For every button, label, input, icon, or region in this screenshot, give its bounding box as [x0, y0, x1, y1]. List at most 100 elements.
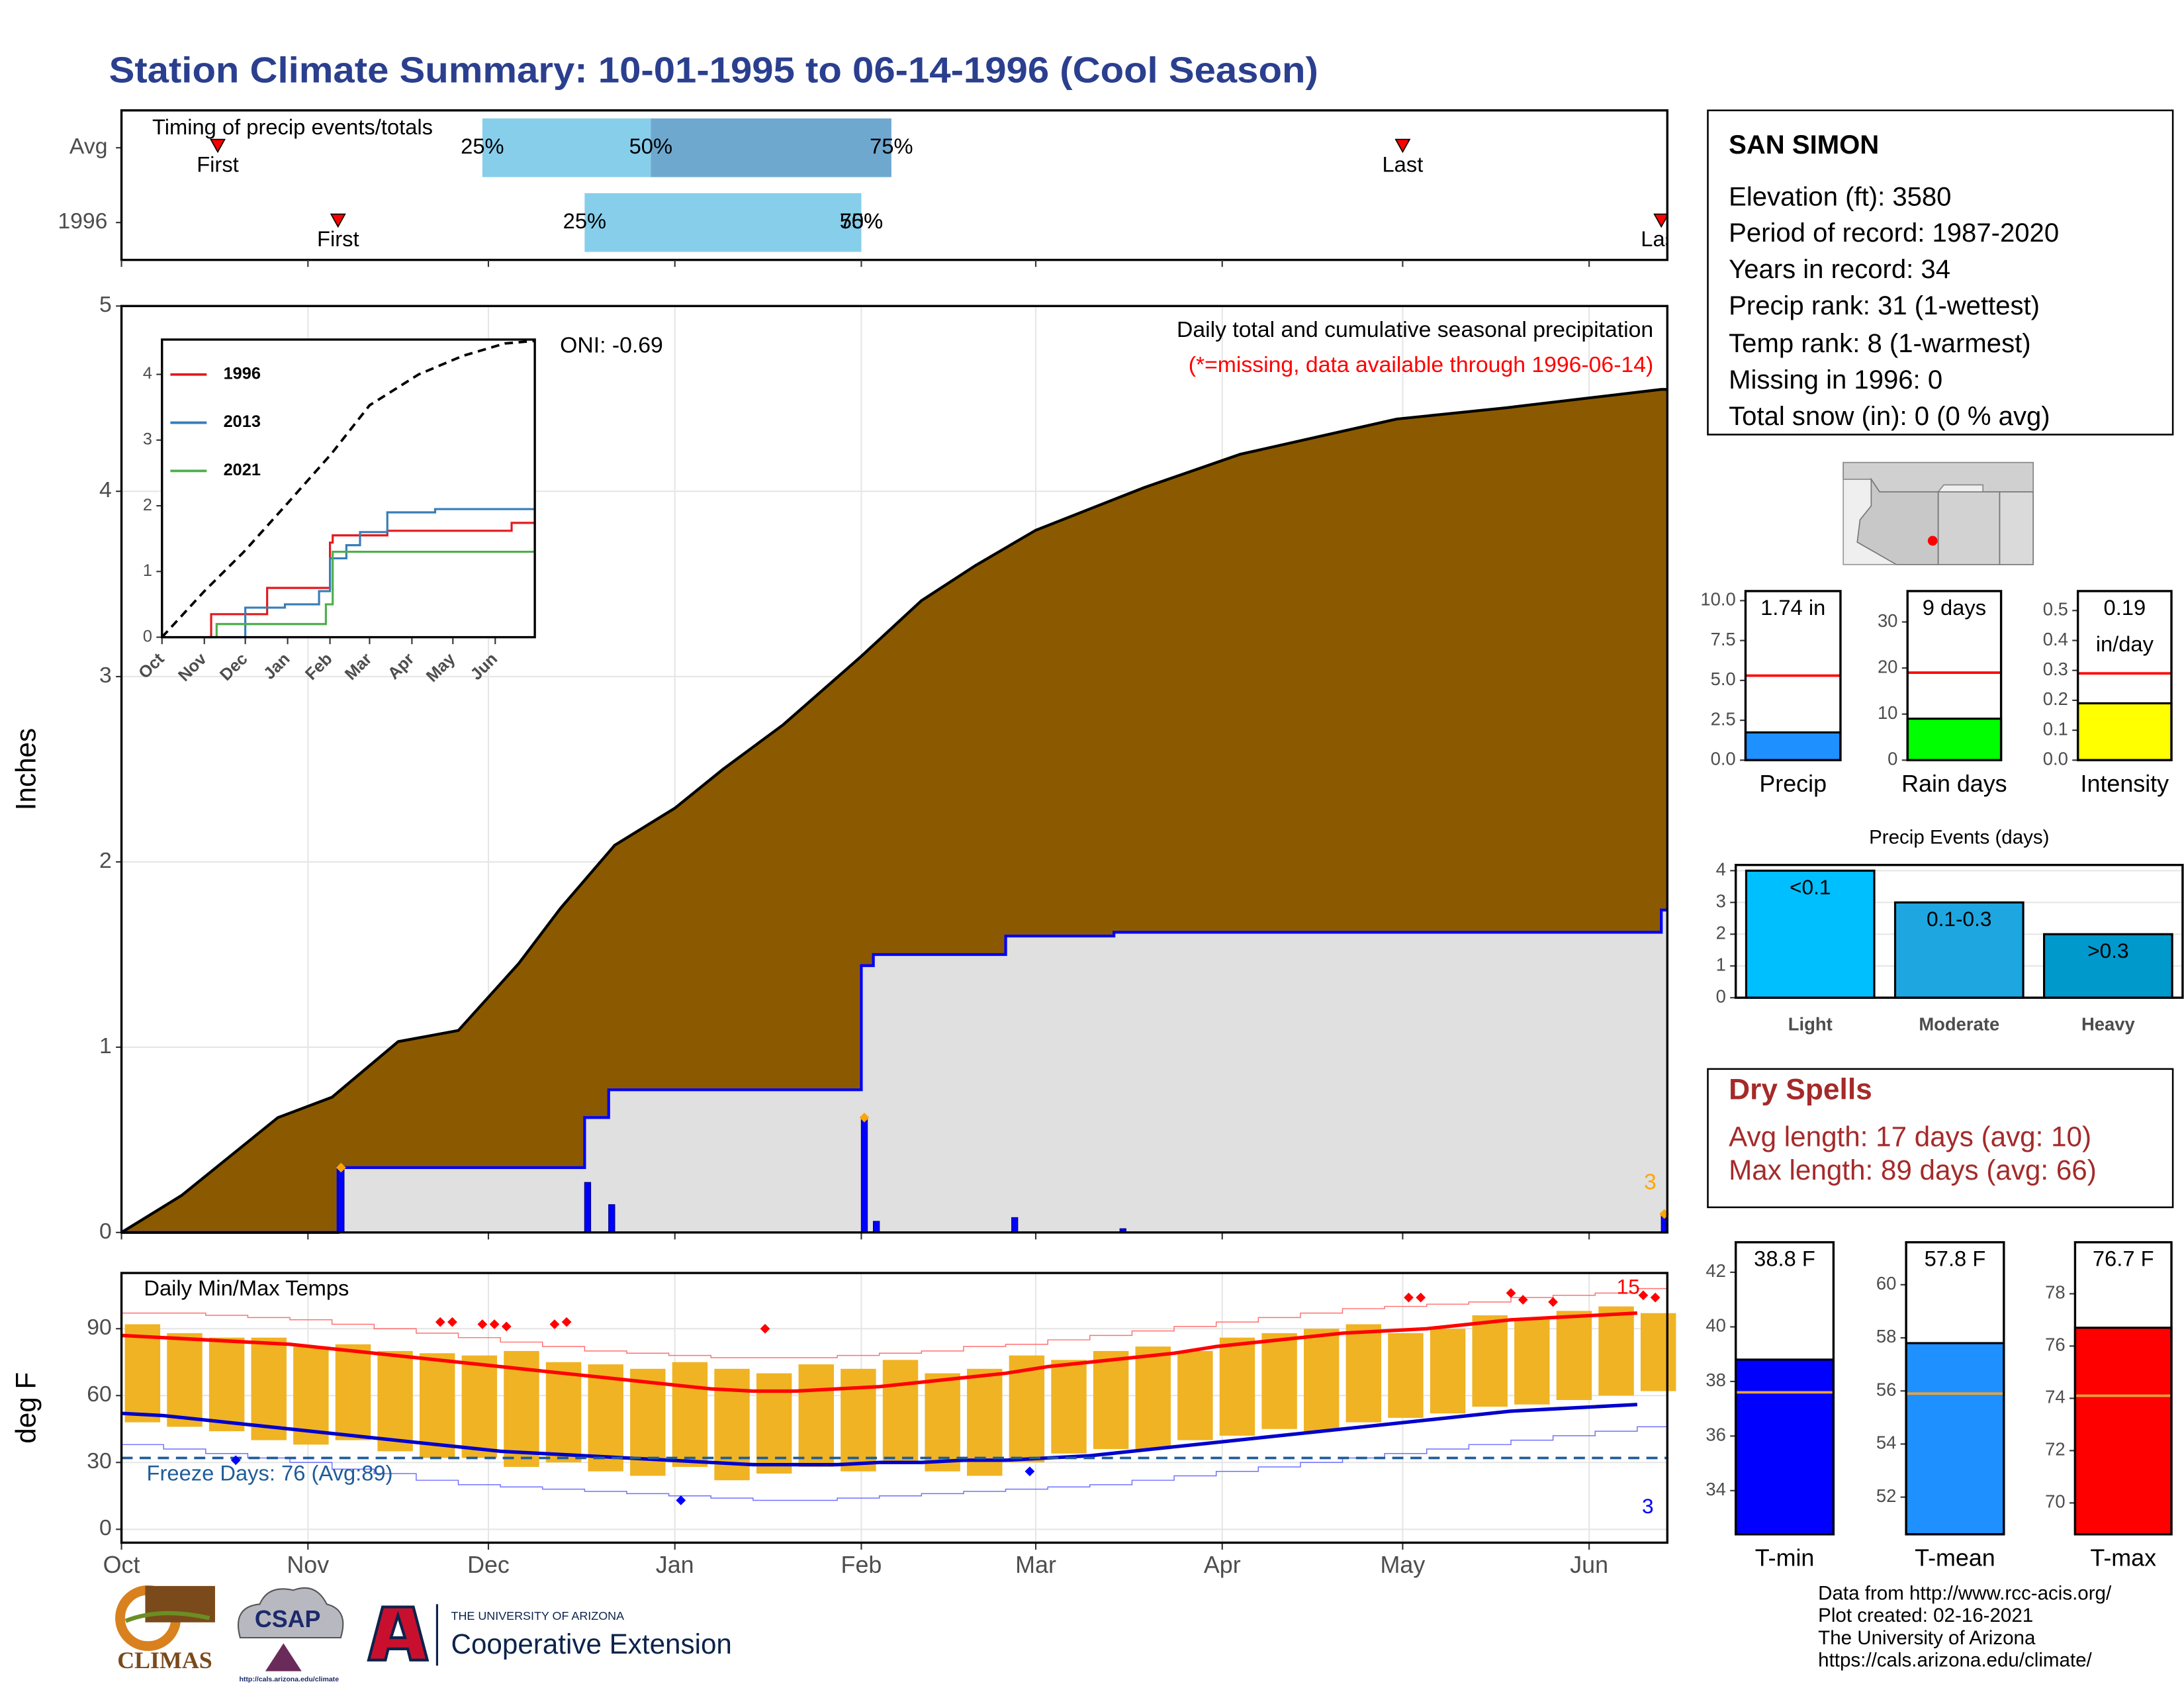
value-label: 9 days	[1923, 595, 1986, 620]
logo-a	[367, 1605, 430, 1662]
y-tick-label: 5	[99, 292, 112, 317]
series-line	[161, 550, 535, 639]
temp-line	[121, 1403, 1637, 1467]
timing-panel: Timing of precip events/totals First Last 2…	[152, 115, 1668, 252]
bar-label: <0.1	[1790, 875, 1831, 899]
category-label: T-mean	[1915, 1544, 1995, 1571]
plot-frame	[1905, 1241, 2005, 1536]
y-axis-label: Inches	[10, 728, 41, 810]
y-tick-label: 0.4	[2043, 629, 2068, 649]
daily-bar	[584, 1182, 592, 1233]
x-tick-label: Heavy	[2081, 1014, 2136, 1035]
daily-bar	[608, 1204, 615, 1233]
station-line: Precip rank: 31 (1-wettest)	[1729, 291, 2040, 320]
station-line: Period of record: 1987-2020	[1729, 218, 2059, 248]
event-marker	[209, 138, 226, 154]
logo-cloud	[237, 1587, 344, 1639]
y-tick-label: 2	[99, 848, 112, 873]
cumulative-line	[121, 908, 1668, 1234]
y-tick-label: 76	[2045, 1335, 2066, 1355]
y-tick-label: 0	[99, 1219, 112, 1244]
dry-spells-line: Avg length: 17 days (avg: 10)	[1729, 1121, 2091, 1152]
y-tick-label: 2	[143, 496, 152, 514]
y-tick-label: 0	[99, 1515, 112, 1540]
y-tick-label: 54	[1876, 1432, 1897, 1453]
temp-range-bar	[1177, 1350, 1213, 1440]
y-tick-label: 10	[1878, 702, 1898, 723]
timing-title: Timing of precip events/totals	[152, 115, 433, 139]
footer-line: Plot created: 02-16-2021	[1818, 1605, 2033, 1626]
quartile-label: 50%	[840, 209, 883, 233]
daily-bar	[872, 1221, 880, 1233]
temp-range-bar	[1304, 1329, 1340, 1432]
legend-label: 2021	[224, 461, 261, 479]
ua-logo: THE UNIVERSITY OF ARIZONA Cooperative Ex…	[367, 1604, 732, 1666]
value-label: in/day	[2096, 632, 2154, 656]
y-tick-label: 78	[2045, 1282, 2066, 1303]
record-count: 15	[1617, 1275, 1640, 1299]
event-label: Last	[1383, 152, 1424, 176]
annotation: ONI: -0.69	[560, 332, 663, 357]
y-tick-label: 42	[1706, 1260, 1726, 1281]
event-marker	[1394, 138, 1411, 154]
station-line: Elevation (ft): 3580	[1729, 182, 1951, 211]
event-marker	[330, 213, 346, 228]
climas-logo: CLIMAS	[115, 1585, 215, 1673]
y-tick-label: 0	[1716, 986, 1726, 1006]
temp-range-bar	[841, 1368, 876, 1472]
y-tick-label: 1	[1716, 954, 1726, 974]
footer-line: https://cals.arizona.edu/climate/	[1818, 1650, 2092, 1671]
value-label: 57.8 F	[1925, 1246, 1986, 1271]
plot-frame	[1735, 1241, 1835, 1536]
y-tick-label: 7.5	[1711, 629, 1736, 649]
map-region	[1856, 477, 1939, 565]
map-region	[1937, 491, 2001, 565]
dry-spells-title: Dry Spells	[1729, 1073, 1872, 1105]
temp-range-bar	[672, 1362, 708, 1467]
temp-range-bar	[1430, 1329, 1466, 1414]
plot-frame	[161, 338, 536, 639]
bar	[2073, 1327, 2173, 1536]
y-tick-label: 1	[143, 561, 152, 580]
bar-label: >0.3	[2087, 939, 2128, 962]
footer-line: The University of Arizona	[1818, 1627, 2036, 1649]
quartile-label: 25%	[461, 134, 504, 158]
y-tick-label: 0.5	[2043, 599, 2068, 620]
y-tick-label: 0.0	[2043, 749, 2068, 769]
temp-range-bar	[377, 1350, 413, 1452]
x-tick-label: Light	[1788, 1014, 1833, 1035]
temp-range-bar	[1051, 1360, 1087, 1454]
logo-mountain	[265, 1643, 302, 1671]
temp-range-bar	[1598, 1306, 1634, 1396]
station-dot	[1927, 536, 1938, 546]
quartile-label: 25%	[563, 209, 606, 233]
x-tick-label: Feb	[841, 1552, 882, 1578]
quartile-bar	[482, 118, 651, 177]
x-tick-label: Oct	[103, 1552, 140, 1578]
series-line	[161, 508, 535, 639]
temp-line	[121, 1426, 1668, 1501]
dry-spells-line: Max length: 89 days (avg: 66)	[1729, 1154, 2097, 1186]
y-tick-label: 3	[99, 663, 112, 688]
y-tick-label: 4	[1716, 859, 1726, 880]
csap-logo: CSAP http://cals.arizona.edu/climate	[237, 1587, 344, 1683]
station-line: Missing in 1996: 0	[1729, 365, 1942, 395]
y-axis-label: deg F	[10, 1372, 41, 1444]
value-label: 0.19	[2104, 595, 2146, 620]
record-marker	[760, 1323, 770, 1334]
station-line: Total snow (in): 0 (0 % avg)	[1729, 402, 2050, 431]
logo-text: THE UNIVERSITY OF ARIZONA	[451, 1609, 625, 1622]
chart-subtitle: (*=missing, data available through 1996-…	[1189, 352, 1653, 377]
inset-background	[161, 339, 535, 637]
temp-range-bar	[1261, 1333, 1297, 1429]
station-name: SAN SIMON	[1729, 130, 1879, 160]
y-tick-label: 0.2	[2043, 688, 2068, 709]
y-tick-label: 72	[2045, 1439, 2066, 1460]
x-tick-label: Jan	[656, 1552, 694, 1578]
cumulative-area	[121, 910, 1668, 1233]
record-marker	[1404, 1292, 1414, 1303]
y-tick-label: 0	[1888, 749, 1897, 769]
record-marker	[1024, 1466, 1035, 1477]
temp-range-bar	[251, 1337, 287, 1440]
